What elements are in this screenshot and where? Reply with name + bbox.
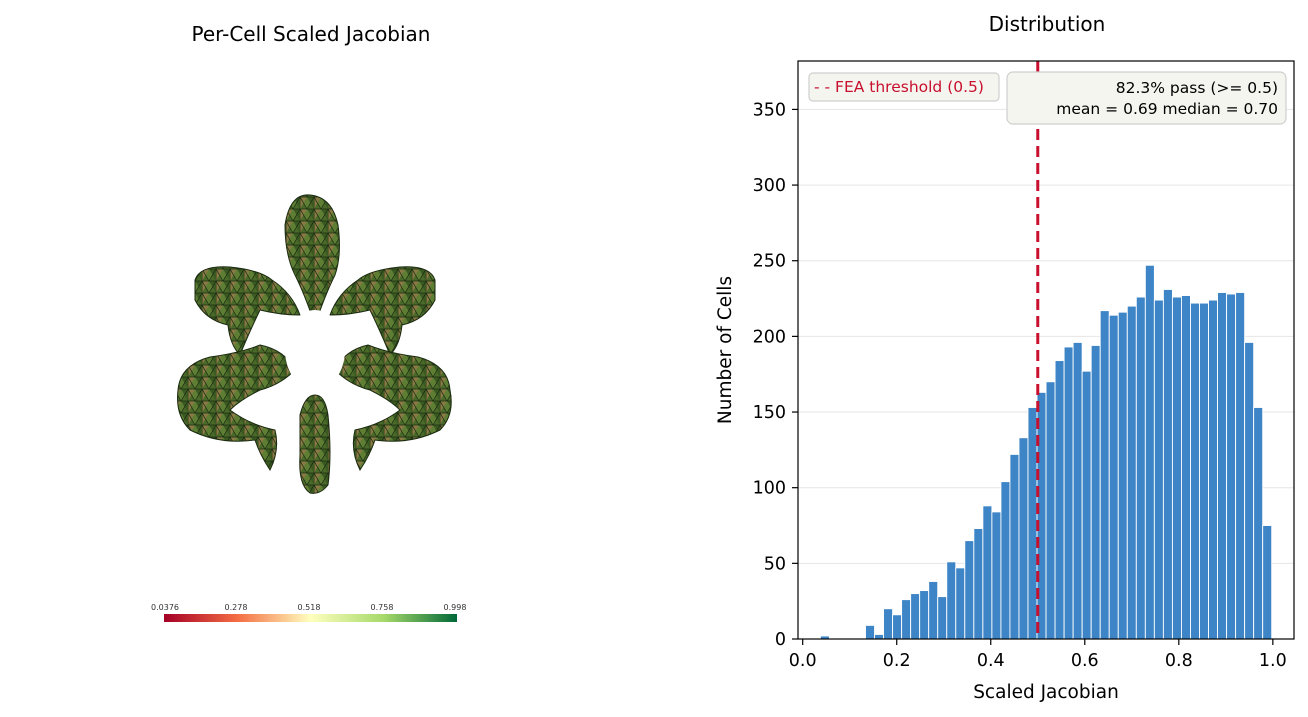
histogram-bar xyxy=(1054,360,1065,640)
y-axis-label: Number of Cells xyxy=(715,276,736,424)
histogram-bar xyxy=(1072,341,1083,640)
colorbar-tick-label: 0.278 xyxy=(225,603,248,612)
histogram-bar xyxy=(874,634,885,640)
histogram-bar xyxy=(1036,391,1047,640)
axes: 0.0 0.2 0.4 0.6 0.8 1.0 0 50 100 150 200 250 300 350 xyxy=(753,100,1287,671)
x-tick-label: 1.0 xyxy=(1259,651,1287,671)
histogram-bar xyxy=(1009,453,1020,640)
histogram-bar xyxy=(1235,292,1246,640)
y-tick-label: 350 xyxy=(753,100,786,120)
histogram-bar xyxy=(1081,370,1092,640)
histogram-bar xyxy=(1108,314,1119,640)
histogram-bar xyxy=(1162,289,1173,640)
histogram-bar xyxy=(964,540,975,640)
y-tick-label: 0 xyxy=(775,630,786,650)
histogram-bar xyxy=(1244,341,1255,640)
histogram-bar xyxy=(1027,407,1038,640)
histogram-bar xyxy=(1262,525,1273,640)
histogram-bar xyxy=(1253,407,1264,640)
threshold-legend-box xyxy=(808,72,1000,102)
histogram-bar xyxy=(1199,302,1209,640)
histogram-bar xyxy=(1217,292,1228,640)
mesh-panel-title: Per-Cell Scaled Jacobian xyxy=(191,22,431,46)
y-tick-label: 300 xyxy=(753,176,786,196)
colorbar-tick-label: 0.758 xyxy=(371,603,394,612)
colorbar-tick-label: 0.518 xyxy=(298,603,321,612)
histogram-bar xyxy=(865,624,875,640)
histogram-bar xyxy=(1190,302,1200,640)
x-tick-label: 0.8 xyxy=(1165,651,1193,671)
stats-box xyxy=(1006,71,1287,125)
plot-frame xyxy=(797,60,1295,640)
histogram-bar xyxy=(1226,293,1237,640)
y-tick-label: 100 xyxy=(753,479,786,499)
y-tick-label: 150 xyxy=(753,403,786,423)
colorbar: 0.0376 0.278 0.518 0.758 0.998 xyxy=(151,603,467,622)
histogram-bar xyxy=(928,581,939,640)
histogram-bars xyxy=(819,264,1273,640)
y-tick-label: 50 xyxy=(764,554,786,574)
y-tick-label: 200 xyxy=(753,327,786,347)
x-tick-label: 0.4 xyxy=(977,651,1005,671)
histogram-bar xyxy=(1090,345,1101,640)
colorbar-tick-label: 0.0376 xyxy=(151,603,179,612)
x-axis-label: Scaled Jacobian xyxy=(973,682,1119,703)
mesh-render xyxy=(177,194,452,494)
chart-title: Distribution xyxy=(988,12,1106,36)
histogram-bar xyxy=(1099,310,1110,640)
histogram-bar xyxy=(1135,296,1146,640)
threshold-legend-label: - - FEA threshold (0.5) xyxy=(814,78,984,96)
histogram-bar xyxy=(1000,481,1011,640)
histogram-bar xyxy=(1063,346,1074,640)
histogram-bar xyxy=(919,590,930,640)
y-tick-label: 250 xyxy=(753,252,786,272)
histogram-bar xyxy=(1171,296,1182,640)
histogram-bar xyxy=(901,599,912,640)
histogram-bar xyxy=(1117,311,1128,640)
histogram-bar xyxy=(1180,295,1191,640)
histogram-bar xyxy=(955,567,966,640)
histogram-bar xyxy=(1045,381,1056,640)
histogram-bar xyxy=(982,505,993,640)
x-tick-label: 0.6 xyxy=(1071,651,1099,671)
histogram-bar xyxy=(937,596,948,640)
colorbar-tick-label: 0.998 xyxy=(444,603,467,612)
histogram-bar xyxy=(883,608,894,640)
histogram-bar xyxy=(892,614,903,640)
histogram-bar xyxy=(1208,299,1219,640)
x-tick-label: 0.0 xyxy=(789,651,817,671)
histogram-bar xyxy=(973,528,984,640)
stats-pass-rate: 82.3% pass (>= 0.5) xyxy=(1116,79,1278,97)
histogram-bar xyxy=(910,593,921,640)
histogram-bar xyxy=(1153,299,1164,640)
x-tick-label: 0.2 xyxy=(883,651,911,671)
stats-mean-median: mean = 0.69 median = 0.70 xyxy=(1056,100,1278,118)
histogram-bar xyxy=(946,561,957,640)
colorbar-gradient xyxy=(164,614,457,622)
histogram-bar xyxy=(991,511,1002,640)
histogram-bar xyxy=(1144,264,1155,640)
histogram-bar xyxy=(1126,305,1137,640)
histogram-bar xyxy=(1018,437,1029,640)
